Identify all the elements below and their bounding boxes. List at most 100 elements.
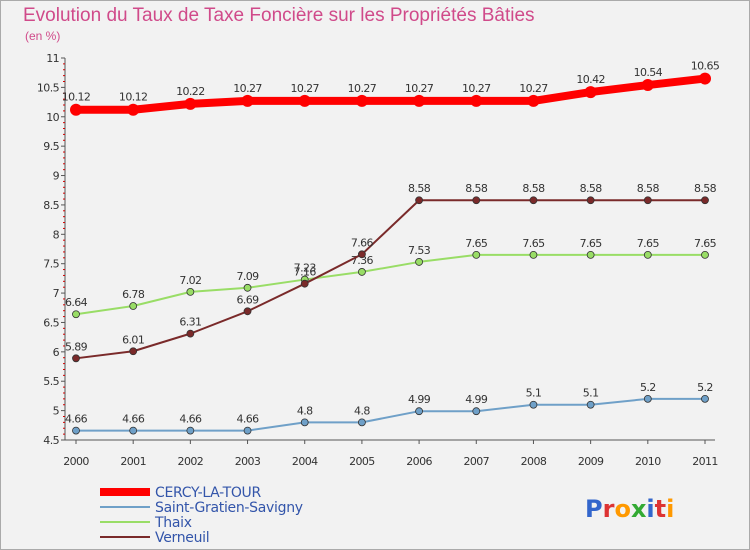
series-line: [72, 74, 709, 114]
data-label: 8.58: [694, 182, 717, 195]
data-point: [701, 250, 709, 259]
x-tick-label: 2000: [63, 455, 89, 468]
y-tick-label: 4.5: [43, 434, 59, 447]
y-tick-label: 10: [46, 111, 59, 124]
data-label: 10.27: [405, 82, 434, 95]
data-point: [129, 347, 138, 356]
data-label: 4.99: [408, 393, 431, 406]
data-label: 10.27: [290, 82, 319, 95]
data-point: [415, 407, 423, 416]
data-label: 10.12: [119, 91, 148, 104]
data-label: 10.27: [233, 82, 262, 95]
data-label: 4.66: [236, 413, 259, 426]
chart-title: Evolution du Taux de Taxe Foncière sur l…: [23, 5, 535, 26]
data-point: [643, 250, 652, 259]
data-point: [586, 250, 595, 259]
data-point: [129, 302, 138, 310]
series-line: [75, 397, 706, 432]
data-label: 7.66: [351, 236, 374, 249]
data-point: [70, 103, 82, 116]
data-label: 6.69: [236, 293, 259, 306]
data-label: 10.22: [176, 85, 205, 98]
data-label: 8.58: [522, 182, 545, 195]
data-label: 5.1: [583, 387, 599, 400]
data-point: [529, 250, 538, 259]
data-point: [184, 97, 197, 110]
data-point: [355, 94, 368, 107]
data-label: 6.31: [179, 316, 201, 329]
y-tick-label: 5: [53, 405, 60, 418]
data-point: [415, 196, 423, 205]
data-label: 4.8: [297, 404, 313, 417]
y-tick-label: 11: [46, 52, 59, 65]
data-label: 4.66: [65, 413, 88, 426]
y-tick-label: 9.5: [43, 140, 59, 153]
data-point: [358, 418, 366, 427]
data-label: 5.2: [697, 381, 713, 394]
data-point: [415, 258, 423, 266]
data-label: 5.89: [65, 340, 88, 353]
data-point: [298, 94, 311, 107]
legend-swatch: [100, 488, 150, 496]
data-point: [72, 354, 80, 363]
x-tick-label: 2011: [692, 455, 718, 468]
legend-label: Verneuil: [155, 530, 209, 546]
data-point: [472, 250, 481, 259]
data-point: [72, 426, 80, 435]
series-line: [75, 199, 706, 360]
x-tick-label: 2005: [349, 455, 375, 468]
data-label: 10.12: [62, 91, 91, 104]
data-label: 8.58: [580, 182, 603, 195]
data-label: 7.53: [408, 244, 431, 257]
data-label: 6.78: [122, 288, 145, 301]
x-tick-label: 2008: [521, 455, 547, 468]
y-tick-label: 5.5: [43, 375, 59, 388]
x-tick-label: 2007: [463, 455, 489, 468]
y-tick-label: 6: [53, 346, 60, 359]
data-label: 7.65: [694, 237, 717, 250]
data-point: [243, 307, 252, 316]
data-label: 7.09: [236, 270, 259, 283]
data-point: [129, 426, 138, 435]
data-label: 7.23: [294, 262, 317, 275]
legend-label: CERCY-LA-TOUR: [155, 485, 261, 501]
data-label: 8.58: [408, 182, 431, 195]
data-point: [127, 103, 140, 116]
data-point: [472, 407, 481, 416]
data-label: 7.65: [637, 237, 660, 250]
data-label: 5.2: [640, 381, 656, 394]
data-point: [358, 268, 366, 276]
x-tick-label: 2002: [178, 455, 204, 468]
data-point: [586, 400, 595, 409]
data-label: 7.02: [179, 274, 201, 287]
data-point: [186, 329, 195, 338]
data-label: 8.58: [637, 182, 660, 195]
y-tick-label: 6.5: [43, 316, 59, 329]
data-point: [243, 426, 252, 435]
data-point: [300, 279, 309, 288]
y-tick-label: 8.5: [43, 199, 59, 212]
y-tick-label: 9: [53, 170, 60, 183]
data-point: [641, 79, 654, 92]
data-label: 7.65: [522, 237, 545, 250]
data-label: 7.16: [294, 266, 317, 279]
data-label: 4.66: [122, 413, 145, 426]
data-point: [584, 86, 597, 99]
data-point: [241, 94, 254, 107]
data-point: [701, 394, 709, 403]
data-point: [529, 196, 538, 205]
data-label: 4.99: [465, 393, 488, 406]
legend-label: Thaix: [154, 515, 192, 531]
data-label: 7.65: [580, 237, 603, 250]
data-label: 10.54: [634, 66, 663, 79]
data-point: [699, 72, 711, 85]
data-point: [701, 196, 709, 205]
chart-subtitle: (en %): [25, 29, 61, 43]
data-label: 4.66: [179, 413, 202, 426]
data-point: [358, 250, 366, 259]
x-tick-label: 2004: [292, 455, 318, 468]
series-line: [75, 253, 706, 316]
data-point: [243, 283, 252, 292]
data-label: 10.65: [691, 60, 720, 73]
